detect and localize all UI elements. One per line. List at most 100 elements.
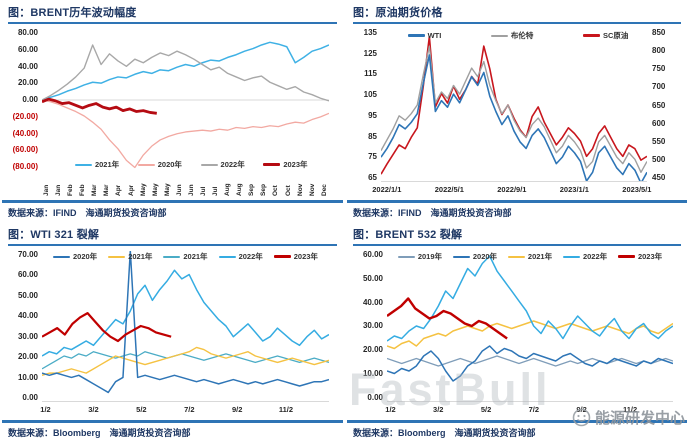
- series-line-2020年: [42, 100, 329, 167]
- data-source: 数据来源：IFIND 海通期货投资咨询部: [347, 200, 687, 222]
- y-axis-tick: 65: [368, 172, 377, 182]
- panel-crude-futures-price: 图：原油期货价格 135 125 115 105 95 85 75 65 WTI 布伦特 SC原油…: [345, 0, 689, 222]
- legend-label: 2023年: [637, 252, 663, 261]
- legend-swatch: [562, 255, 580, 258]
- x-axis-tick: May: [163, 183, 171, 196]
- chart-title: 图：原油期货价格: [353, 4, 681, 24]
- legend-label: 2020年: [472, 252, 498, 261]
- legend-label: WTI: [427, 31, 442, 40]
- series-line-2020年: [387, 346, 673, 381]
- x-axis-tick: Apr: [127, 184, 135, 196]
- plot-area: 2021年 2020年 2022年 2023年: [42, 29, 329, 171]
- chart-title: 图：BRENT 532 裂解: [353, 226, 681, 246]
- x-axis-tick: Nov: [296, 183, 304, 196]
- legend-swatch: [507, 255, 525, 258]
- x-axis-tick: Jan: [43, 184, 50, 196]
- chart-legend: WTI 布伦特 SC原油: [407, 30, 629, 41]
- legend-label: 2022年: [238, 252, 263, 261]
- legend-item: 2022年: [562, 251, 607, 262]
- x-axis-tick: Feb: [67, 184, 75, 196]
- legend-swatch: [263, 163, 281, 166]
- y-axis-tick: 105: [363, 90, 377, 100]
- legend-swatch: [490, 34, 508, 37]
- legend-swatch: [108, 255, 126, 258]
- x-axis-tick: Jun: [175, 184, 183, 196]
- y-axis-tick: 40.00: [17, 311, 38, 321]
- x-axis-tick: Dec: [320, 184, 328, 196]
- y-axis-tick: 800: [652, 46, 666, 56]
- y-axis-tick: 20.00: [362, 345, 383, 355]
- x-axis-tick: 9/2: [232, 405, 243, 414]
- x-axis-tick: 3/2: [433, 405, 444, 414]
- legend-label: 2023年: [293, 252, 318, 261]
- legend-item: 2022年: [218, 251, 263, 262]
- x-axis-tick: 5/2: [136, 405, 147, 414]
- panel-brent-532-crack: 图：BRENT 532 裂解 60.00 50.00 40.00 30.00 20.00…: [345, 222, 689, 442]
- series-line-2022年: [387, 256, 673, 341]
- y-axis-tick: 10.00: [362, 369, 383, 379]
- legend-label: 2019年: [417, 252, 443, 261]
- legend-label: 2020年: [157, 160, 182, 169]
- legend-label: 2021年: [527, 252, 553, 261]
- y-axis-tick: 0.00: [22, 392, 38, 402]
- y-axis-tick: 80.00: [17, 28, 38, 37]
- legend-swatch: [582, 34, 600, 37]
- legend-label: 2022年: [220, 160, 245, 169]
- series-line-2021年: [387, 321, 673, 349]
- legend-item: 布伦特: [490, 30, 534, 41]
- y-axis-tick: 20.00: [17, 352, 38, 362]
- series-line-2023年: [387, 298, 507, 338]
- x-axis-labels: 2022/1/1 2022/5/1 2022/9/1 2023/1/1 2023/5/1: [372, 182, 651, 198]
- series-line-2022年: [42, 270, 329, 356]
- plot-area: 2020年 2021年 2021年 2022年 2023年: [42, 251, 329, 402]
- y-axis-tick: (40.00): [12, 128, 38, 138]
- y-axis-tick: 115: [364, 69, 377, 79]
- y-axis-tick: 500: [652, 154, 666, 164]
- x-axis-tick: Nov: [308, 183, 316, 196]
- y-axis-tick: 75: [368, 152, 377, 162]
- series-line-2022年: [42, 45, 329, 101]
- y-axis-tick: 0.00: [22, 95, 38, 104]
- y-axis-tick: 750: [652, 64, 666, 74]
- x-axis-tick: 1/2: [385, 405, 396, 414]
- x-axis-tick: 11/2: [278, 405, 294, 414]
- y-axis-tick: 10.00: [17, 372, 38, 382]
- y-axis-tick: 20.00: [17, 78, 38, 88]
- x-axis-tick: 2023/5/1: [622, 185, 652, 194]
- data-source: 数据来源：Bloomberg 海通期货投资咨询部: [2, 420, 343, 442]
- y-axis-tick: 30.00: [17, 331, 38, 341]
- y-axis-labels: 80.00 60.00 40.00 20.00 0.00 (20.00) (40.00) (6…: [2, 29, 42, 171]
- legend-item: 2021年: [507, 251, 553, 262]
- legend-label: 2023年: [283, 160, 308, 169]
- legend-label: 布伦特: [510, 31, 534, 40]
- series-line-2021年: [42, 42, 329, 100]
- y-axis-tick: 40.00: [17, 61, 38, 71]
- x-axis-tick: 5/2: [480, 405, 492, 414]
- legend-label: 2021年: [94, 160, 120, 169]
- legend-item: 2021年: [163, 251, 208, 262]
- x-axis-tick: Feb: [79, 184, 87, 196]
- watermark-logo-icon: [572, 408, 591, 427]
- legend-swatch: [617, 255, 635, 258]
- series-line-2023年: [42, 99, 157, 113]
- x-axis-tick: 3/2: [88, 405, 99, 414]
- legend-swatch: [163, 255, 181, 258]
- legend-label: SC原油: [602, 31, 629, 40]
- x-axis-tick: Mar: [103, 184, 111, 196]
- y-axis-tick: 70.00: [17, 250, 38, 259]
- y-axis-tick: 95: [368, 110, 377, 120]
- chart-title: 图：WTI 321 裂解: [8, 226, 337, 246]
- data-source: 数据来源：Bloomberg 海通期货投资咨询部: [347, 420, 687, 442]
- series-line-2019年: [387, 356, 673, 366]
- plot-area: WTI 布伦特 SC原油: [381, 29, 647, 182]
- y-axis-tick: 60.00: [362, 250, 383, 259]
- y-axis-tick: 125: [363, 48, 377, 58]
- y-axis-tick: 850: [652, 28, 666, 37]
- x-axis-tick: 2022/1/1: [372, 185, 402, 194]
- y-axis-tick: 135: [363, 28, 377, 37]
- legend-item: WTI: [407, 31, 442, 40]
- watermark-badge: 能源研发中心: [572, 407, 685, 428]
- series-line-WTI: [381, 55, 647, 181]
- y-axis-tick: 600: [652, 118, 666, 128]
- chart-area: 70.00 60.00 50.00 40.00 30.00 20.00 10.00 0.00 …: [2, 246, 343, 418]
